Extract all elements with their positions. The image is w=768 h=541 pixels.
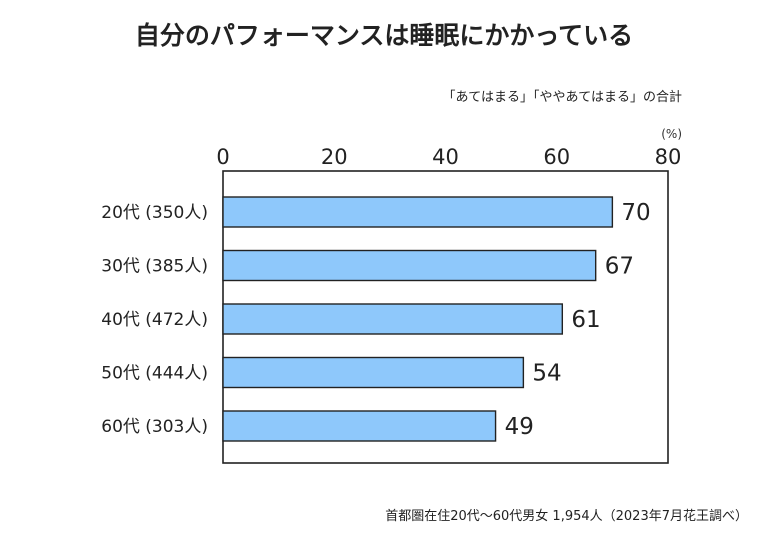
unit-label: (%) [661, 127, 682, 141]
bars: 20代 (350人) 70 30代 (385人) 67 40代 (472人) 61 50代 … [101, 196, 651, 442]
x-tick-label: 20 [321, 145, 348, 169]
bar [222, 303, 564, 335]
x-tick-label: 60 [543, 145, 570, 169]
source-note: 首都圏在住20代〜60代男女 1,954人（2023年7月花王調べ） [385, 508, 748, 524]
bar [222, 410, 497, 442]
category-label: 30代 (385人) [101, 257, 208, 277]
data-label: 70 [621, 200, 650, 226]
data-label: 49 [505, 414, 534, 440]
data-label: 61 [571, 307, 600, 333]
x-tick-label: 40 [432, 145, 459, 169]
category-label: 40代 (472人) [101, 310, 208, 330]
category-label: 60代 (303人) [101, 417, 208, 437]
bar [222, 356, 525, 389]
data-label: 67 [605, 254, 634, 280]
chart-title: 自分のパフォーマンスは睡眠にかかっている [135, 21, 633, 50]
data-label: 54 [532, 361, 561, 387]
x-tick-label: 0 [216, 145, 229, 169]
chart-subtitle: 「あてはまる」「ややあてはまる」の合計 [443, 89, 682, 105]
bar [222, 196, 614, 228]
bar [222, 249, 597, 282]
category-label: 50代 (444人) [101, 364, 208, 384]
category-label: 20代 (350人) [101, 203, 208, 223]
x-axis-ticks: 0 20 40 60 80 [216, 145, 681, 169]
x-tick-label: 80 [655, 145, 682, 169]
